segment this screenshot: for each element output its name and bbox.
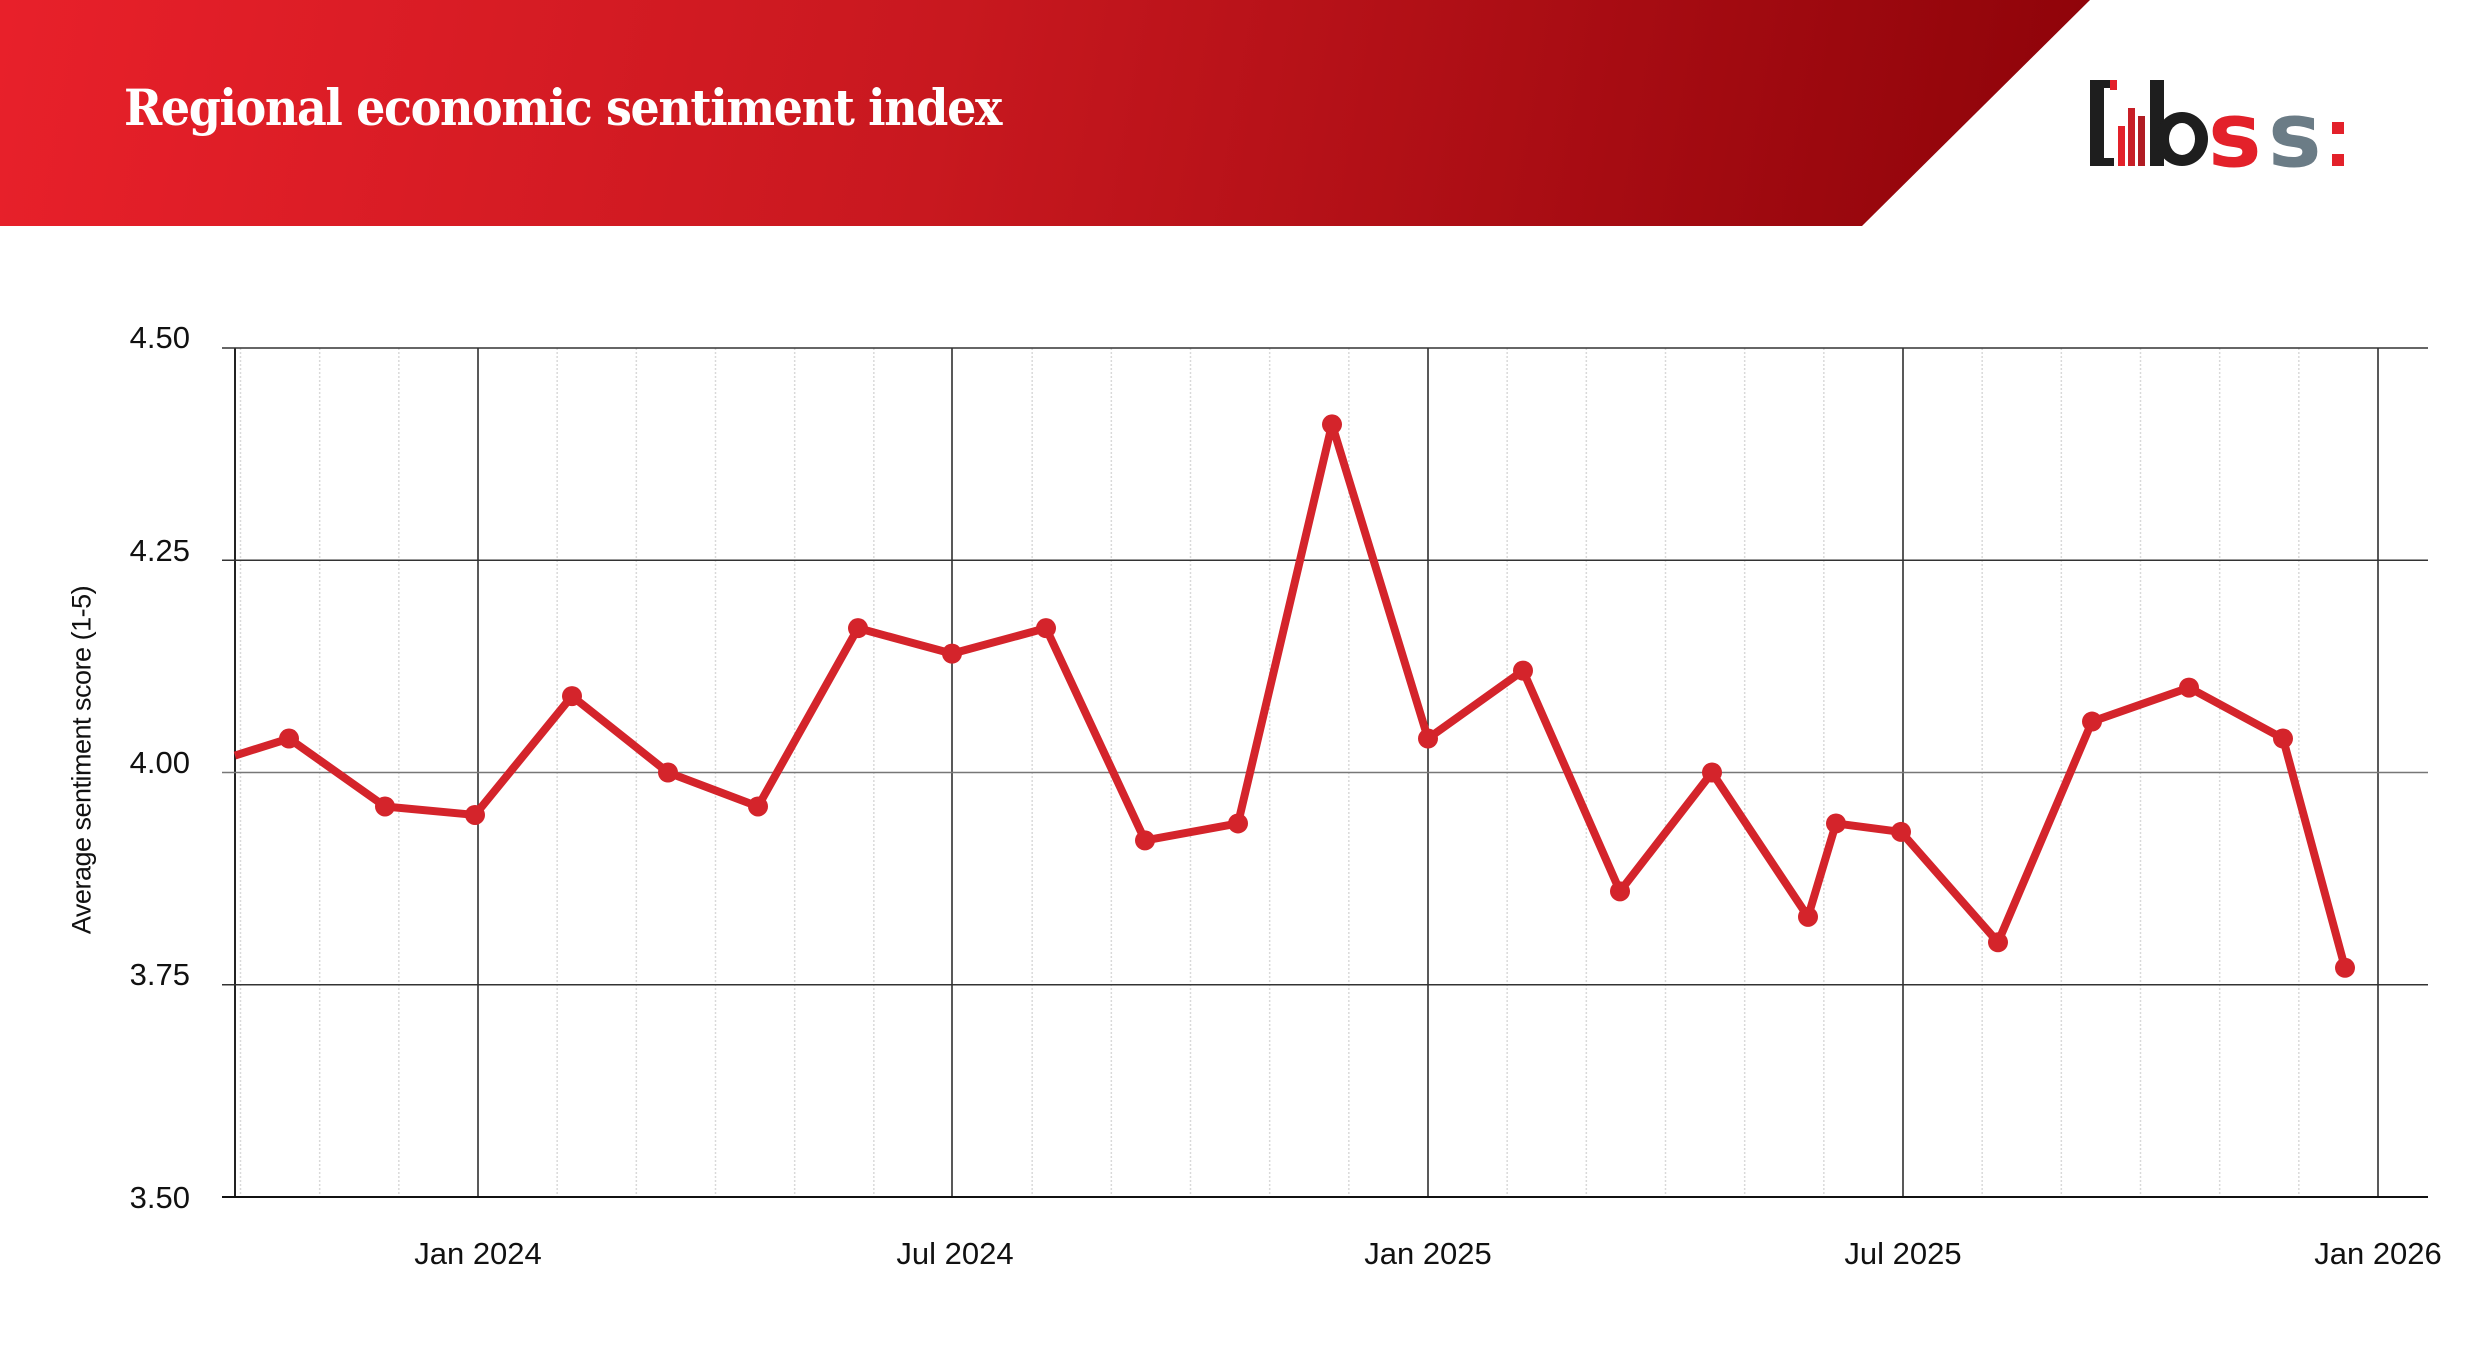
svg-text:s: s (2268, 83, 2322, 174)
y-tick-label: 3.50 (129, 1180, 190, 1215)
data-point (1418, 728, 1438, 749)
major-gridlines (222, 347, 2428, 1198)
data-point (942, 643, 962, 664)
data-point (658, 762, 678, 783)
data-point (1826, 813, 1846, 834)
data-point (279, 728, 299, 749)
data-point (2335, 957, 2355, 978)
data-point (748, 796, 768, 817)
data-point (1988, 932, 2008, 953)
data-point (1228, 813, 1248, 834)
page-title: Regional economic sentiment index (124, 78, 1002, 137)
data-point (848, 618, 868, 639)
lbss-logo-icon: s s (2090, 80, 2344, 174)
data-point (1036, 618, 1056, 639)
data-series (233, 414, 2355, 978)
data-point (2179, 677, 2199, 698)
header-band (0, 0, 2090, 226)
y-tick-label: 4.50 (129, 320, 190, 355)
svg-text:s: s (2208, 83, 2262, 174)
data-point (1322, 414, 1342, 435)
y-tick-label: 3.75 (129, 957, 190, 992)
data-point (2082, 711, 2102, 732)
x-tick-label: Jan 2025 (1364, 1236, 1492, 1271)
data-point (375, 796, 395, 817)
data-point (465, 804, 485, 825)
x-tick-label: Jul 2024 (896, 1236, 1014, 1271)
x-tick-label: Jan 2026 (2314, 1236, 2442, 1271)
data-point (1513, 660, 1533, 681)
data-point (1702, 762, 1722, 783)
y-tick-label: 4.25 (129, 533, 190, 568)
y-tick-label: 4.00 (129, 745, 190, 780)
x-tick-label: Jul 2025 (1844, 1236, 1962, 1271)
data-point (2273, 728, 2293, 749)
data-point (1798, 906, 1818, 927)
x-tick-label: Jan 2024 (414, 1236, 542, 1271)
data-point (1610, 881, 1630, 902)
data-point (562, 686, 582, 707)
data-point (1135, 830, 1155, 851)
header: Regional economic sentiment index s s (0, 0, 2480, 226)
data-point (1891, 821, 1911, 842)
